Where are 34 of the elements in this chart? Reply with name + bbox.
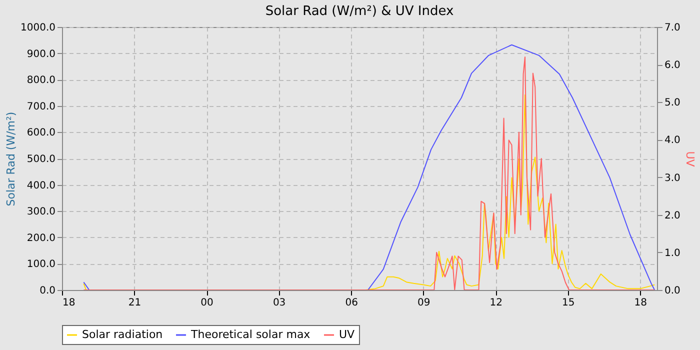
x-tick-label: 15 <box>562 298 575 308</box>
y2-tick-label: 5.0 <box>664 98 680 109</box>
x-tick-label: 03 <box>272 298 286 308</box>
y-tick-label: 600.0 <box>26 128 56 139</box>
y-tick-label: 300.0 <box>26 206 56 218</box>
y-tick-label: 900.0 <box>26 48 56 60</box>
y2-tick-label: 3.0 <box>664 172 680 184</box>
y2-axis-title: UV <box>683 151 696 168</box>
x-tick-label: 06 <box>345 298 358 308</box>
y-tick-label: 100.0 <box>26 259 56 270</box>
x-tick-label: 21 <box>128 298 142 308</box>
x-tick-label: 18 <box>634 298 648 308</box>
y2-tick-label: 7.0 <box>664 22 680 34</box>
legend-label: UV <box>339 328 356 341</box>
x-tick-label: 12 <box>490 298 502 308</box>
x-tick-label: 09 <box>417 298 430 308</box>
y-tick-label: 700.0 <box>26 101 56 112</box>
legend-label: Theoretical solar max <box>190 328 311 341</box>
x-tick-label: 18 <box>62 298 76 308</box>
chart-title: Solar Rad (W/m²) & UV Index <box>265 4 454 19</box>
y-tick-label: 500.0 <box>26 154 56 165</box>
y2-tick-label: 4.0 <box>664 135 680 146</box>
y-tick-label: 1000.0 <box>20 22 56 34</box>
y-tick-label: 200.0 <box>26 232 56 244</box>
y2-tick-label: 2.0 <box>664 210 680 222</box>
y-tick-label: 800.0 <box>26 75 56 86</box>
y2-tick-label: 0.0 <box>664 286 680 296</box>
y-axis-title: Solar Rad (W/m²) <box>4 112 18 206</box>
y-tick-label: 400.0 <box>26 180 56 192</box>
legend-label: Solar radiation <box>82 328 163 341</box>
y-tick-label: 0.0 <box>40 286 56 296</box>
x-tick-label: 00 <box>200 298 214 308</box>
y2-tick-label: 1.0 <box>664 248 680 259</box>
y2-tick-label: 6.0 <box>664 60 680 72</box>
